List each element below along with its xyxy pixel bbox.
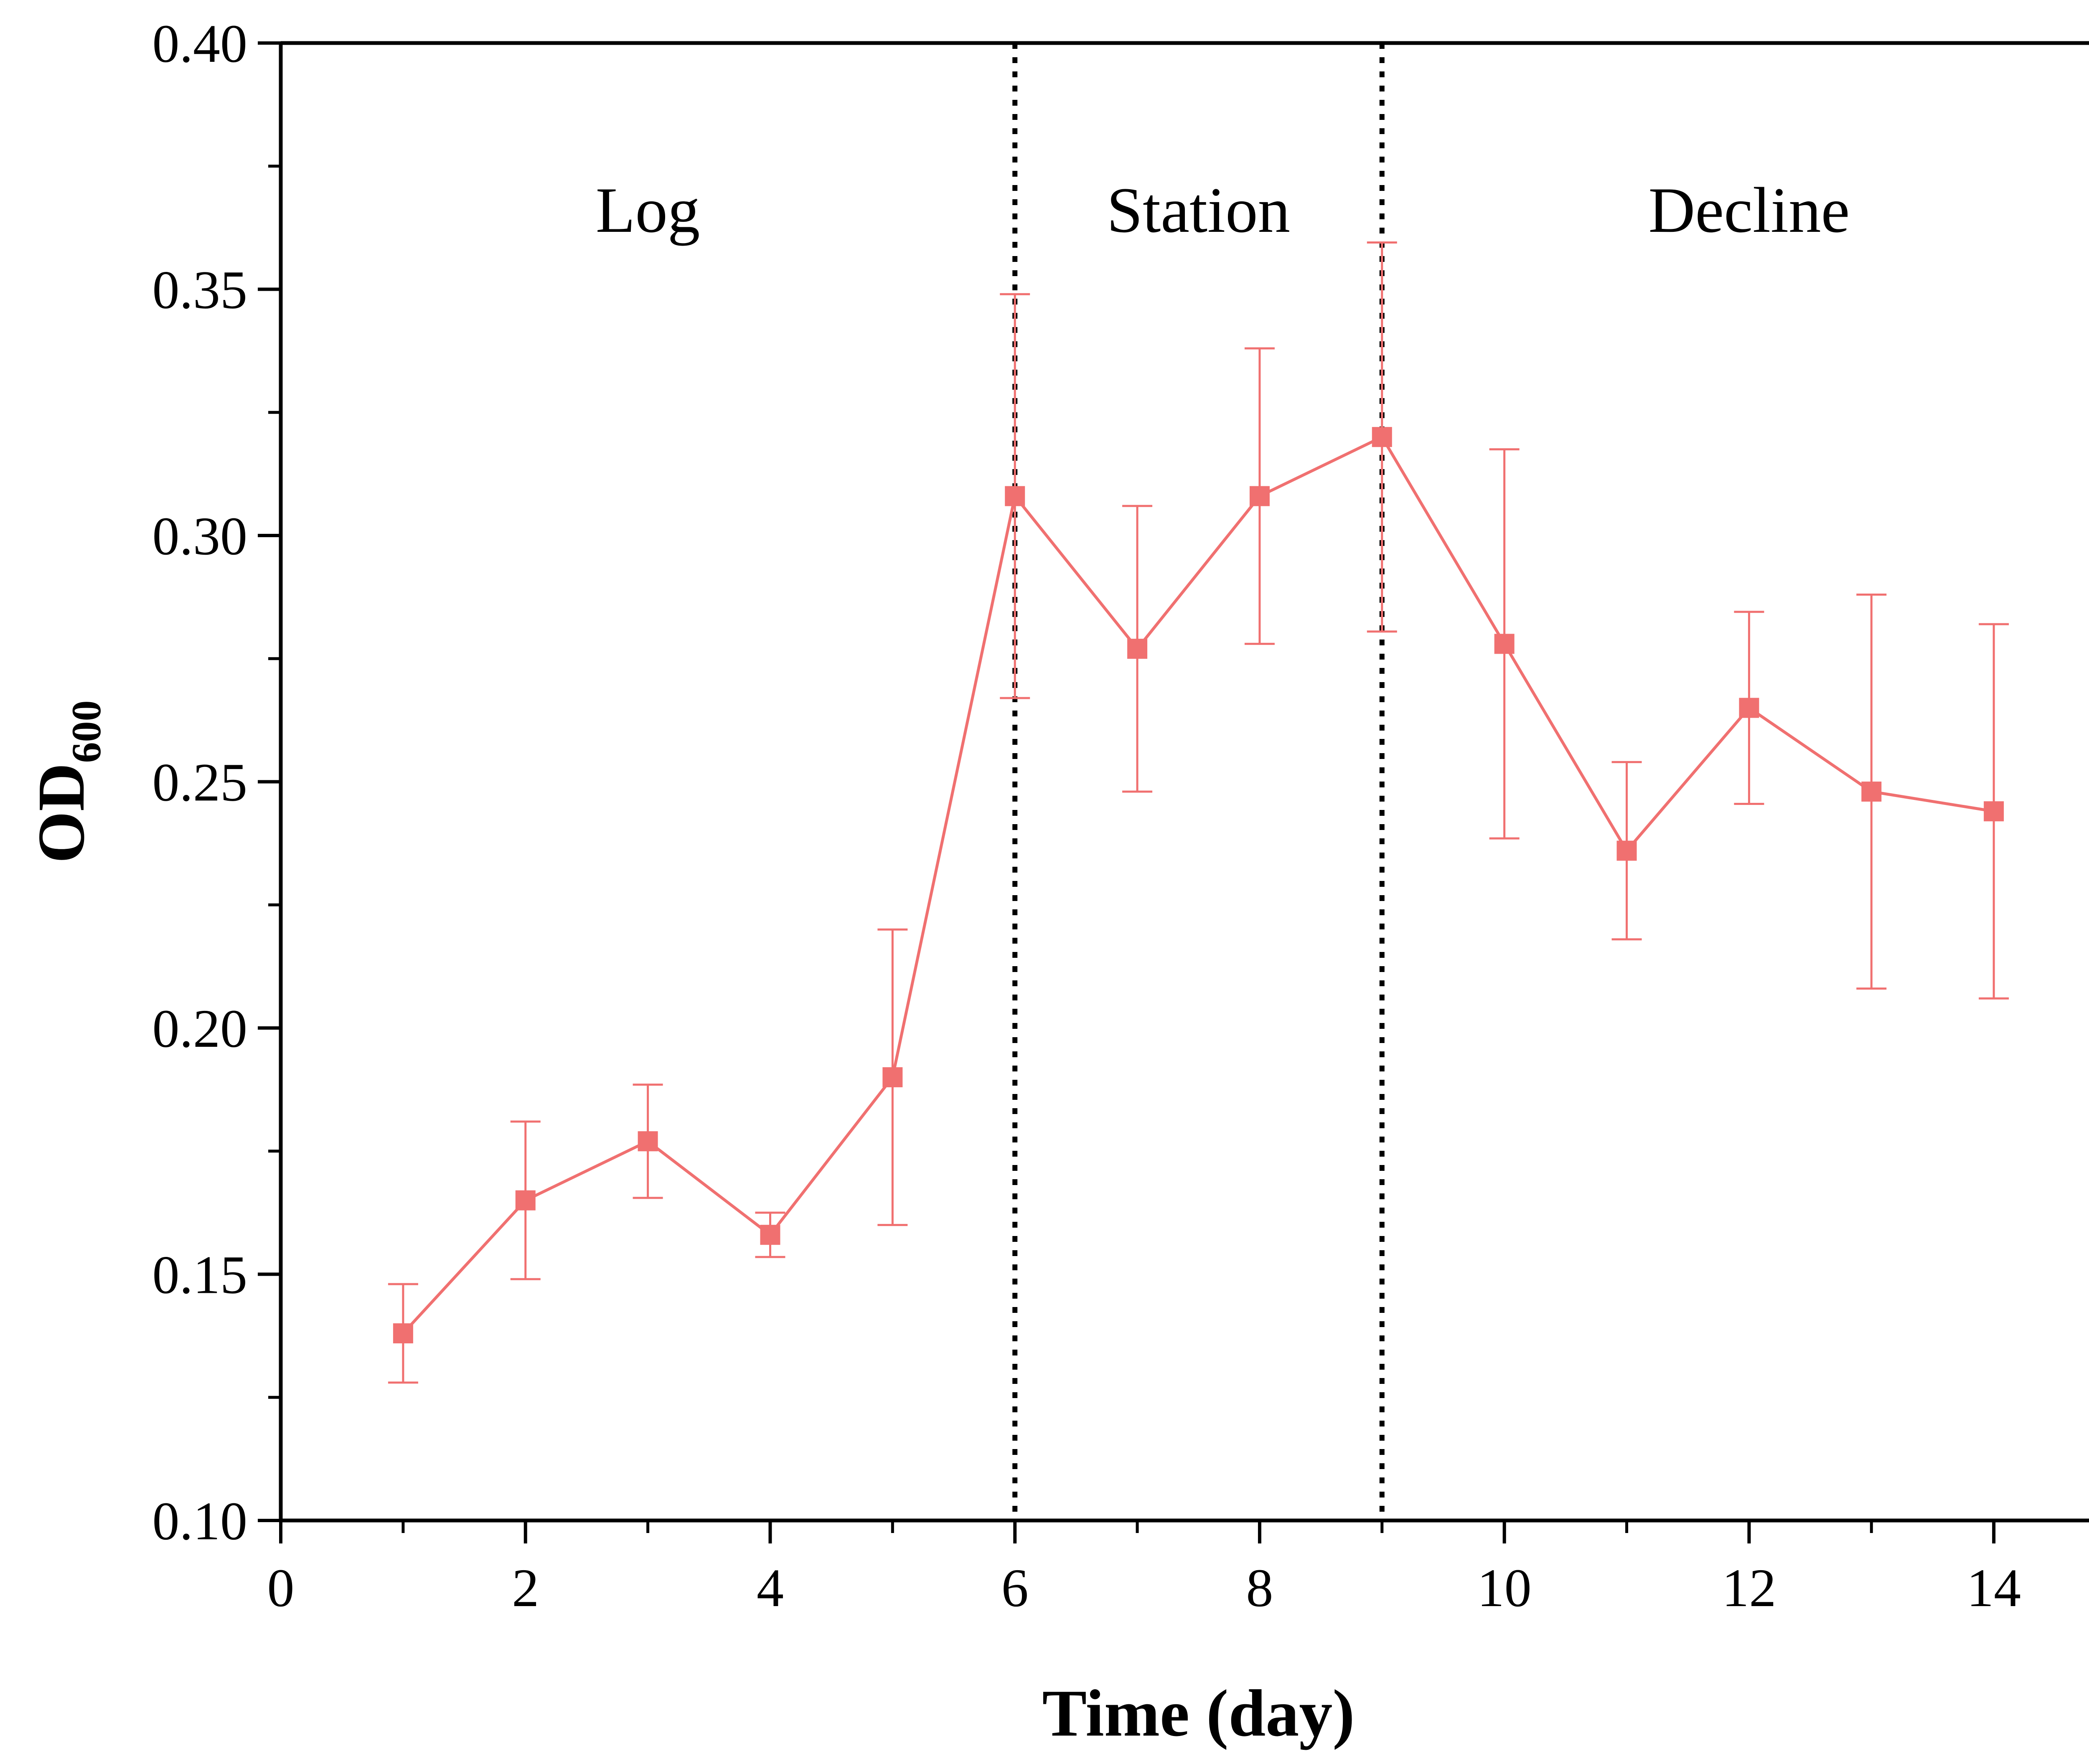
x-tick-label-6: 10 — [1477, 1558, 1532, 1618]
data-point-11 — [1617, 841, 1637, 861]
y-tick-label-6: 0.35 — [152, 260, 248, 320]
phase-label-station: Station — [1107, 174, 1290, 246]
y-tick-label-7: 0.40 — [152, 14, 248, 74]
y-axis-title-main: OD — [24, 763, 98, 863]
x-tick-label-3: 4 — [757, 1558, 784, 1618]
data-point-4 — [760, 1225, 780, 1245]
x-tick-label-2: 2 — [512, 1558, 539, 1618]
data-point-10 — [1494, 634, 1515, 654]
data-point-5 — [882, 1067, 902, 1087]
x-tick-label-4: 6 — [1001, 1558, 1029, 1618]
x-tick-label-1: 0 — [267, 1558, 295, 1618]
x-axis-title: Time (day) — [1042, 1676, 1355, 1750]
data-point-7 — [1127, 639, 1147, 659]
y-tick-label-2: 0.15 — [152, 1245, 248, 1305]
y-axis-title: OD600 — [24, 701, 109, 863]
data-point-9 — [1372, 427, 1392, 447]
phase-labels: Log Station Decline — [596, 174, 1850, 246]
data-point-12 — [1739, 698, 1759, 718]
data-point-3 — [638, 1131, 658, 1151]
data-point-6 — [1005, 486, 1025, 506]
axes: 0.10 0.15 0.20 0.25 0.30 0.35 0.40 0 2 4 6 8 10 12 14 — [152, 14, 2089, 1618]
y-tick-label-5: 0.30 — [152, 506, 248, 566]
data-markers — [393, 427, 2004, 1343]
y-tick-label-3: 0.20 — [152, 999, 248, 1059]
data-point-13 — [1861, 782, 1881, 802]
error-bars — [388, 242, 2009, 1382]
phase-label-decline: Decline — [1648, 174, 1850, 246]
x-tick-label-7: 12 — [1722, 1558, 1776, 1618]
y-tick-label-1: 0.10 — [152, 1491, 248, 1551]
data-point-1 — [393, 1323, 413, 1343]
phase-label-log: Log — [596, 174, 700, 246]
data-point-14 — [1984, 801, 2004, 821]
y-axis-title-subscript: 600 — [63, 701, 109, 763]
data-point-2 — [516, 1190, 536, 1211]
x-tick-label-8: 14 — [1967, 1558, 2021, 1618]
y-tick-label-4: 0.25 — [152, 753, 248, 813]
x-tick-label-5: 8 — [1246, 1558, 1273, 1618]
axis-titles: Time (day) OD600 — [24, 701, 1355, 1751]
phase-dividers — [1015, 43, 1382, 1520]
data-point-8 — [1250, 486, 1270, 506]
